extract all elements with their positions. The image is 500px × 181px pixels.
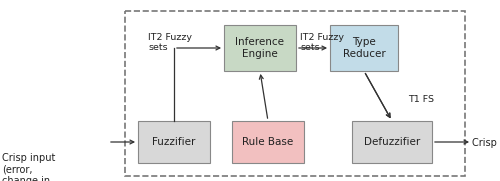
Bar — [352, 121, 432, 163]
Text: Type
Reducer: Type Reducer — [342, 37, 386, 59]
Text: Fuzzifier: Fuzzifier — [152, 137, 196, 147]
Text: Crisp output: Crisp output — [472, 138, 500, 148]
Text: Inference
Engine: Inference Engine — [236, 37, 284, 59]
Text: T1 FS: T1 FS — [408, 94, 434, 104]
Text: Rule Base: Rule Base — [242, 137, 294, 147]
Bar — [330, 25, 398, 71]
Text: Crisp input
(error,
change in
error): Crisp input (error, change in error) — [2, 153, 56, 181]
Bar — [125, 11, 465, 176]
Bar — [232, 121, 304, 163]
Bar — [138, 121, 210, 163]
Text: Defuzzifier: Defuzzifier — [364, 137, 420, 147]
Text: IT2 Fuzzy
sets: IT2 Fuzzy sets — [300, 33, 344, 52]
Text: IT2 Fuzzy
sets: IT2 Fuzzy sets — [148, 33, 192, 52]
Bar — [224, 25, 296, 71]
